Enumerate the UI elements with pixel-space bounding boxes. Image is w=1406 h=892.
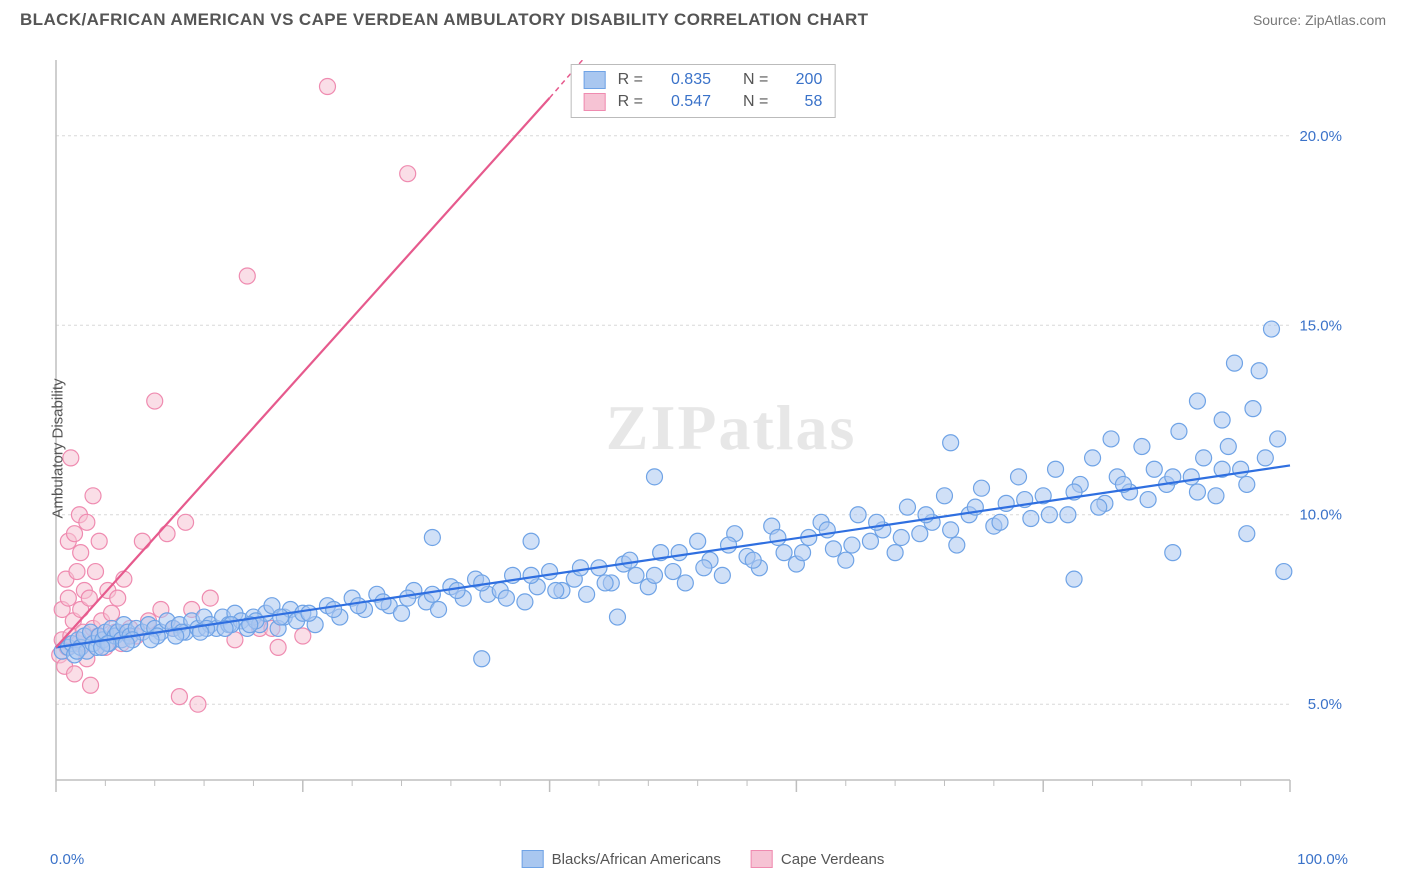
r-value-pink: 0.547 bbox=[655, 93, 711, 111]
legend-item-blue: Blacks/African Americans bbox=[522, 850, 721, 868]
legend-swatch-pink bbox=[751, 850, 773, 868]
series-legend: Blacks/African Americans Cape Verdeans bbox=[522, 850, 885, 868]
legend-swatch-blue bbox=[522, 850, 544, 868]
y-axis-label: Ambulatory Disability bbox=[50, 378, 67, 518]
swatch-blue bbox=[584, 71, 606, 89]
n-value-pink: 58 bbox=[780, 93, 822, 111]
swatch-pink bbox=[584, 93, 606, 111]
chart-source: Source: ZipAtlas.com bbox=[1253, 12, 1386, 28]
chart-title: BLACK/AFRICAN AMERICAN VS CAPE VERDEAN A… bbox=[20, 10, 868, 30]
legend-row-blue: R = 0.835 N = 200 bbox=[584, 69, 823, 91]
chart-header: BLACK/AFRICAN AMERICAN VS CAPE VERDEAN A… bbox=[0, 0, 1406, 36]
svg-text:5.0%: 5.0% bbox=[1308, 696, 1342, 713]
legend-label-pink: Cape Verdeans bbox=[781, 851, 884, 868]
legend-label-blue: Blacks/African Americans bbox=[552, 851, 721, 868]
legend-row-pink: R = 0.547 N = 58 bbox=[584, 91, 823, 113]
svg-text:15.0%: 15.0% bbox=[1299, 317, 1342, 334]
svg-text:20.0%: 20.0% bbox=[1299, 128, 1342, 145]
legend-item-pink: Cape Verdeans bbox=[751, 850, 884, 868]
x-tick-min: 0.0% bbox=[50, 851, 84, 868]
svg-text:10.0%: 10.0% bbox=[1299, 507, 1342, 524]
chart-area: Ambulatory Disability 5.0% 10.0% 15.0% 20.0… bbox=[50, 60, 1350, 820]
scatter-plot: 5.0% 10.0% 15.0% 20.0% bbox=[50, 60, 1350, 820]
x-tick-max: 100.0% bbox=[1297, 851, 1348, 868]
r-value-blue: 0.835 bbox=[655, 71, 711, 89]
n-value-blue: 200 bbox=[780, 71, 822, 89]
correlation-legend: R = 0.835 N = 200 R = 0.547 N = 58 bbox=[571, 64, 836, 118]
